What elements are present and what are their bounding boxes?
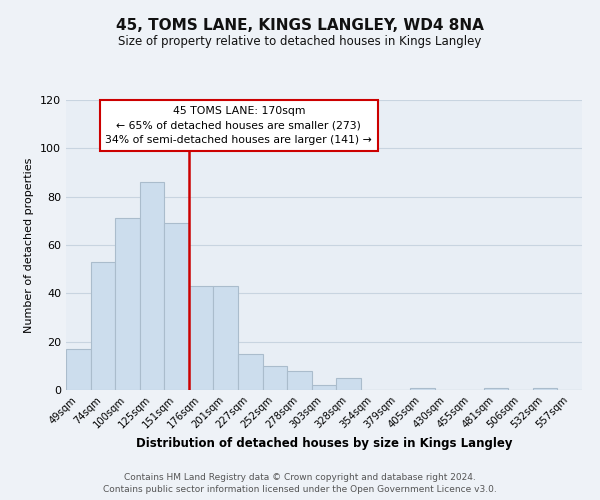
Bar <box>115 218 140 390</box>
Text: 45 TOMS LANE: 170sqm
← 65% of detached houses are smaller (273)
34% of semi-deta: 45 TOMS LANE: 170sqm ← 65% of detached h… <box>106 106 372 146</box>
Text: Size of property relative to detached houses in Kings Langley: Size of property relative to detached ho… <box>118 35 482 48</box>
Bar <box>312 385 336 390</box>
Bar <box>214 286 238 390</box>
Bar <box>164 223 189 390</box>
Bar <box>91 262 115 390</box>
Bar <box>140 182 164 390</box>
Bar <box>533 388 557 390</box>
Bar <box>238 354 263 390</box>
Text: Contains public sector information licensed under the Open Government Licence v3: Contains public sector information licen… <box>103 485 497 494</box>
Bar <box>189 286 214 390</box>
Bar <box>287 370 312 390</box>
Bar <box>410 388 434 390</box>
Bar <box>484 388 508 390</box>
Bar <box>66 349 91 390</box>
Bar <box>263 366 287 390</box>
Text: Contains HM Land Registry data © Crown copyright and database right 2024.: Contains HM Land Registry data © Crown c… <box>124 472 476 482</box>
X-axis label: Distribution of detached houses by size in Kings Langley: Distribution of detached houses by size … <box>136 438 512 450</box>
Bar <box>336 378 361 390</box>
Text: 45, TOMS LANE, KINGS LANGLEY, WD4 8NA: 45, TOMS LANE, KINGS LANGLEY, WD4 8NA <box>116 18 484 32</box>
Y-axis label: Number of detached properties: Number of detached properties <box>25 158 34 332</box>
